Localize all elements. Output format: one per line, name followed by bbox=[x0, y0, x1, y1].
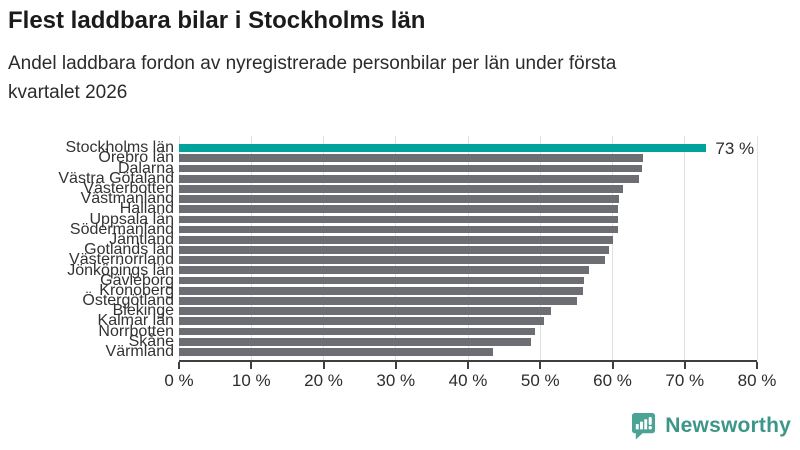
bar-row bbox=[179, 245, 757, 255]
x-tick-70 bbox=[683, 362, 686, 369]
bar-row bbox=[179, 153, 757, 163]
bar-row bbox=[179, 337, 757, 347]
bar-v-rmland bbox=[179, 347, 493, 356]
bar-row bbox=[179, 286, 757, 296]
x-tick-80 bbox=[756, 362, 758, 369]
bar-g-vleborg bbox=[179, 276, 585, 285]
bar-sk-ne bbox=[179, 337, 531, 346]
bar-row bbox=[179, 204, 757, 214]
bar-row bbox=[179, 214, 757, 224]
x-tick-0 bbox=[178, 362, 180, 369]
bar-row bbox=[179, 275, 757, 285]
x-tick-label-40: 40 % bbox=[448, 371, 488, 390]
newsworthy-speech-bubble-chart-icon bbox=[631, 412, 656, 440]
bar-dalarna bbox=[179, 164, 643, 173]
bar-j-mtland bbox=[179, 235, 614, 244]
bar-s-dermanland bbox=[179, 225, 619, 234]
category-label-v-rmland: Värmland bbox=[105, 343, 174, 361]
x-tick-40 bbox=[467, 362, 469, 369]
x-tick-label-50: 50 % bbox=[520, 371, 560, 390]
bar-norrbotten bbox=[179, 327, 536, 336]
bar-v-stmanland bbox=[179, 195, 619, 203]
bar-stockholms-l-n bbox=[179, 144, 707, 152]
bar-row bbox=[179, 347, 757, 357]
x-tick-60 bbox=[611, 362, 614, 369]
category-label-s-dermanland: Södermanland bbox=[69, 220, 174, 238]
x-tick-50 bbox=[539, 362, 542, 369]
newsworthy-logo[interactable]: Newsworthy bbox=[631, 412, 791, 440]
bar-row bbox=[179, 235, 757, 245]
x-tick-20 bbox=[322, 362, 325, 369]
category-labels-column: Stockholms län Örebro län Dalarna Västra Gö… bbox=[0, 139, 175, 361]
bar-kalmar-l-n bbox=[179, 317, 544, 326]
bar-row bbox=[179, 265, 757, 275]
gridline-80 bbox=[756, 136, 758, 360]
x-tick-label-0: 0 % bbox=[164, 371, 194, 390]
bar-row bbox=[179, 184, 757, 194]
plot-area: 73 % bbox=[178, 136, 758, 362]
bar-j-nk-pings-l-n bbox=[179, 266, 589, 275]
x-tick-label-20: 20 % bbox=[304, 371, 343, 390]
x-tick-label-30: 30 % bbox=[376, 371, 416, 390]
category-label-v-stmanland: Västmanland bbox=[80, 190, 174, 208]
bar-uppsala-l-n bbox=[179, 215, 619, 224]
bar-gotlands-l-n bbox=[179, 246, 609, 254]
bar-row bbox=[179, 316, 757, 326]
x-tick-10 bbox=[250, 362, 253, 369]
newsworthy-logo-text: Newsworthy bbox=[665, 414, 791, 437]
bar-halland bbox=[179, 205, 619, 214]
category-label-stockholms-l-n: Stockholms län bbox=[65, 139, 175, 157]
x-axis: 0 % 10 % 20 % 30 % 40 % 50 % 60 % 70 % 80 % bbox=[164, 362, 776, 396]
chart-subtitle: Andel laddbara fordon av nyregistrerade … bbox=[8, 53, 617, 103]
bar-row bbox=[179, 163, 757, 173]
bar-blekinge bbox=[179, 307, 552, 315]
category-label-g-vleborg: Gävleborg bbox=[100, 271, 174, 289]
bar-row bbox=[179, 306, 757, 316]
category-label-j-mtland: Jämtland bbox=[109, 230, 174, 248]
category-label-kalmar-l-n: Kalmar län bbox=[97, 312, 174, 330]
x-tick-label-60: 60 % bbox=[593, 371, 632, 390]
x-tick-label-80: 80 % bbox=[737, 371, 777, 390]
bar-kronoberg bbox=[179, 286, 583, 295]
category-label-norrbotten: Norrbotten bbox=[98, 322, 174, 340]
bars-layer: 73 % bbox=[179, 140, 757, 357]
category-label-rebro-l-n: Örebro län bbox=[98, 149, 174, 167]
x-tick-30 bbox=[394, 362, 397, 369]
category-label-v-stra-g-taland: Västra Götaland bbox=[58, 169, 174, 187]
bar-v-stra-g-taland bbox=[179, 174, 640, 183]
gridline-70 bbox=[684, 136, 686, 360]
x-tick-label-70: 70 % bbox=[665, 371, 705, 390]
chart-header: Flest laddbara bilar i Stockholms län An… bbox=[8, 6, 792, 107]
bar-row bbox=[179, 194, 757, 204]
category-label-blekinge: Blekinge bbox=[112, 302, 174, 320]
bar-v-sterbotten bbox=[179, 184, 623, 193]
gridline-60 bbox=[612, 136, 613, 360]
category-label-halland: Halland bbox=[119, 200, 174, 218]
bar-row bbox=[179, 326, 757, 336]
category-label-v-sterbotten: Västerbotten bbox=[83, 180, 174, 198]
bar-sterg-tland bbox=[179, 297, 578, 305]
bar-v-sternorrland bbox=[179, 256, 605, 265]
category-label-kronoberg: Kronoberg bbox=[99, 281, 174, 299]
highlight-value-label: 73 % bbox=[715, 138, 755, 158]
category-label-sk-ne: Skåne bbox=[128, 332, 174, 350]
bar-row bbox=[179, 174, 757, 184]
category-label-v-sternorrland: Västernorrland bbox=[69, 251, 174, 269]
x-tick-label-10: 10 % bbox=[231, 371, 271, 390]
category-label-uppsala-l-n: Uppsala län bbox=[89, 210, 175, 228]
category-label-gotlands-l-n: Gotlands län bbox=[84, 241, 174, 259]
bar-row bbox=[179, 255, 757, 265]
bar-row bbox=[179, 225, 757, 235]
category-label-dalarna: Dalarna bbox=[117, 159, 174, 177]
bar-rebro-l-n bbox=[179, 154, 643, 163]
bar-row bbox=[179, 296, 757, 306]
bar-row: 73 % bbox=[179, 140, 757, 157]
chart-title: Flest laddbara bilar i Stockholms län bbox=[8, 7, 426, 34]
category-label-j-nk-pings-l-n: Jönköpings län bbox=[67, 261, 174, 279]
category-label-sterg-tland: Östergötland bbox=[82, 292, 174, 310]
